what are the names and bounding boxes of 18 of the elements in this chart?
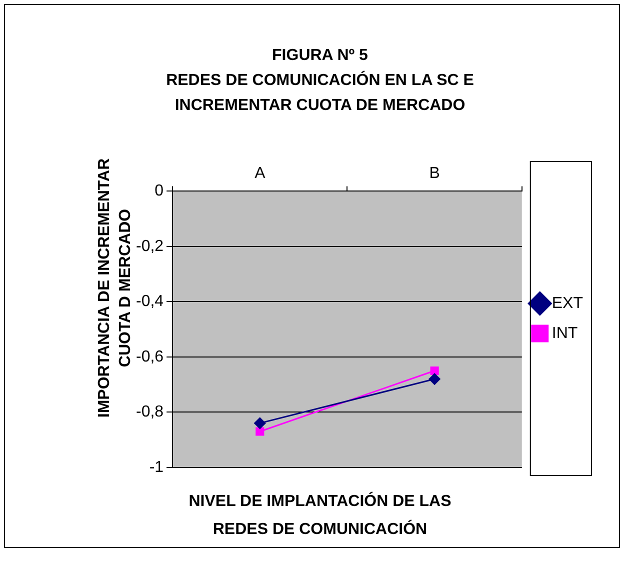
point bbox=[254, 417, 266, 429]
x-tick-label: B bbox=[429, 165, 440, 182]
y-tick-label: -0,4 bbox=[136, 293, 164, 310]
legend-label: EXT bbox=[552, 294, 584, 312]
point bbox=[430, 366, 439, 376]
y-tick-label: -0,8 bbox=[136, 404, 164, 421]
y-axis-title: IMPORTANCIA DE INCREMENTAR CUOTA D MERCADO bbox=[95, 158, 135, 418]
legend-label: INT bbox=[552, 324, 578, 342]
y-tick-label: -0,2 bbox=[136, 238, 164, 255]
y-tick-label: -1 bbox=[149, 458, 164, 476]
point bbox=[428, 373, 440, 385]
chart-title: FIGURA Nº 5 bbox=[271, 46, 369, 66]
x-axis-title: NIVEL DE IMPLANTACIÓN DE LAS REDES DE COMUNICACIÓN bbox=[188, 490, 452, 540]
x-tick-label: A bbox=[254, 165, 266, 182]
y-tick-label: 0 bbox=[154, 182, 164, 200]
chart-subtitle: REDES DE COMUNICACIÓN EN LA SC E INCREMENTAR CUOTA DE MERCADO bbox=[165, 70, 475, 116]
y-tick-label: -0,6 bbox=[136, 348, 164, 366]
point bbox=[256, 427, 264, 436]
